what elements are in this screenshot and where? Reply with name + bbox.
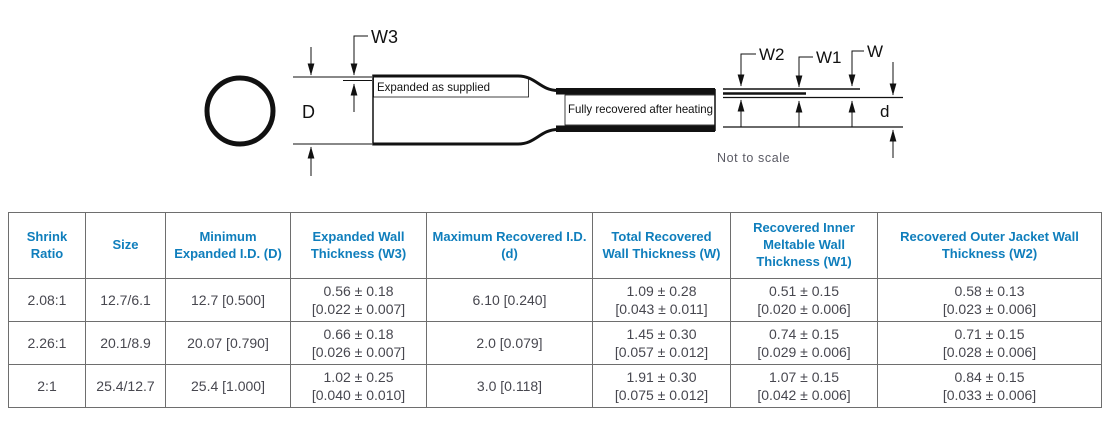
tubing-diagram-svg: D W3 Expanded as supplied Fully recovere — [204, 27, 903, 176]
dim-label-W1: W1 — [816, 48, 842, 67]
header-shrink-ratio: Shrink Ratio — [8, 212, 86, 279]
dimension-W1 — [795, 56, 813, 127]
header-min-expanded-id: Minimum Expanded I.D. (D) — [165, 212, 291, 279]
cell-size: 20.1/8.9 — [85, 321, 166, 365]
cell-min-expanded-id: 12.7 [0.500] — [165, 278, 291, 322]
header-expanded-wall: Expanded Wall Thickness (W3) — [290, 212, 427, 279]
cell-expanded-wall: 0.56 ± 0.18 [0.022 ± 0.007] — [290, 278, 427, 322]
cell-total-recovered-wall: 1.91 ± 0.30 [0.075 ± 0.012] — [592, 364, 731, 408]
cell-shrink-ratio: 2:1 — [8, 364, 86, 408]
table-row: 2.26:1 20.1/8.9 20.07 [0.790] 0.66 ± 0.1… — [8, 321, 1102, 365]
table-row: 2:1 25.4/12.7 25.4 [1.000] 1.02 ± 0.25 [… — [8, 364, 1102, 408]
tubing-diagram: D W3 Expanded as supplied Fully recovere — [0, 0, 1114, 210]
cell-total-recovered-wall: 1.09 ± 0.28 [0.043 ± 0.011] — [592, 278, 731, 322]
cell-outer-jacket-wall: 0.58 ± 0.13 [0.023 ± 0.006] — [877, 278, 1102, 322]
cell-size: 12.7/6.1 — [85, 278, 166, 322]
header-max-recovered-id: Maximum Recovered I.D. (d) — [426, 212, 593, 279]
cell-max-recovered-id: 2.0 [0.079] — [426, 321, 593, 365]
dim-label-D: D — [302, 102, 315, 122]
dim-label-W2: W2 — [759, 45, 785, 64]
cell-outer-jacket-wall: 0.84 ± 0.15 [0.033 ± 0.006] — [877, 364, 1102, 408]
cell-expanded-wall: 1.02 ± 0.25 [0.040 ± 0.010] — [290, 364, 427, 408]
dimension-W — [848, 50, 864, 127]
dim-label-d: d — [880, 102, 889, 121]
recovered-label-box — [564, 94, 716, 126]
dim-label-W: W — [867, 42, 883, 61]
dimension-W3 — [350, 35, 368, 112]
header-inner-meltable-wall: Recovered Inner Meltable Wall Thickness … — [730, 212, 878, 279]
recovered-top-wall — [556, 88, 715, 95]
cell-inner-meltable-wall: 0.74 ± 0.15 [0.029 ± 0.006] — [730, 321, 878, 365]
cell-shrink-ratio: 2.08:1 — [8, 278, 86, 322]
recovered-label: Fully recovered after heating — [568, 102, 713, 116]
not-to-scale-note: Not to scale — [717, 151, 790, 165]
dimension-W2 — [737, 53, 756, 127]
cell-max-recovered-id: 6.10 [0.240] — [426, 278, 593, 322]
cell-inner-meltable-wall: 1.07 ± 0.15 [0.042 ± 0.006] — [730, 364, 878, 408]
header-row: Shrink Ratio Size Minimum Expanded I.D. … — [8, 212, 1102, 279]
recovered-bottom-wall — [556, 125, 715, 132]
cell-min-expanded-id: 20.07 [0.790] — [165, 321, 291, 365]
header-outer-jacket-wall: Recovered Outer Jacket Wall Thickness (W… — [877, 212, 1102, 279]
wall-section-lines — [723, 88, 903, 128]
cell-outer-jacket-wall: 0.71 ± 0.15 [0.028 ± 0.006] — [877, 321, 1102, 365]
cell-total-recovered-wall: 1.45 ± 0.30 [0.057 ± 0.012] — [592, 321, 731, 365]
expanded-label: Expanded as supplied — [377, 80, 490, 94]
cell-max-recovered-id: 3.0 [0.118] — [426, 364, 593, 408]
cell-expanded-wall: 0.66 ± 0.18 [0.026 ± 0.007] — [290, 321, 427, 365]
dimension-D — [293, 47, 372, 176]
cell-size: 25.4/12.7 — [85, 364, 166, 408]
dim-label-W3: W3 — [371, 27, 398, 47]
cell-min-expanded-id: 25.4 [1.000] — [165, 364, 291, 408]
cell-shrink-ratio: 2.26:1 — [8, 321, 86, 365]
tubing-cross-section-circle — [204, 75, 276, 147]
spec-table-container: Shrink Ratio Size Minimum Expanded I.D. … — [8, 212, 1102, 408]
cell-inner-meltable-wall: 0.51 ± 0.15 [0.020 ± 0.006] — [730, 278, 878, 322]
header-total-recovered-wall: Total Recovered Wall Thickness (W) — [592, 212, 731, 279]
header-size: Size — [85, 212, 166, 279]
expanded-label-box — [373, 76, 529, 98]
spec-table: Shrink Ratio Size Minimum Expanded I.D. … — [8, 212, 1102, 408]
table-row: 2.08:1 12.7/6.1 12.7 [0.500] 0.56 ± 0.18… — [8, 278, 1102, 322]
